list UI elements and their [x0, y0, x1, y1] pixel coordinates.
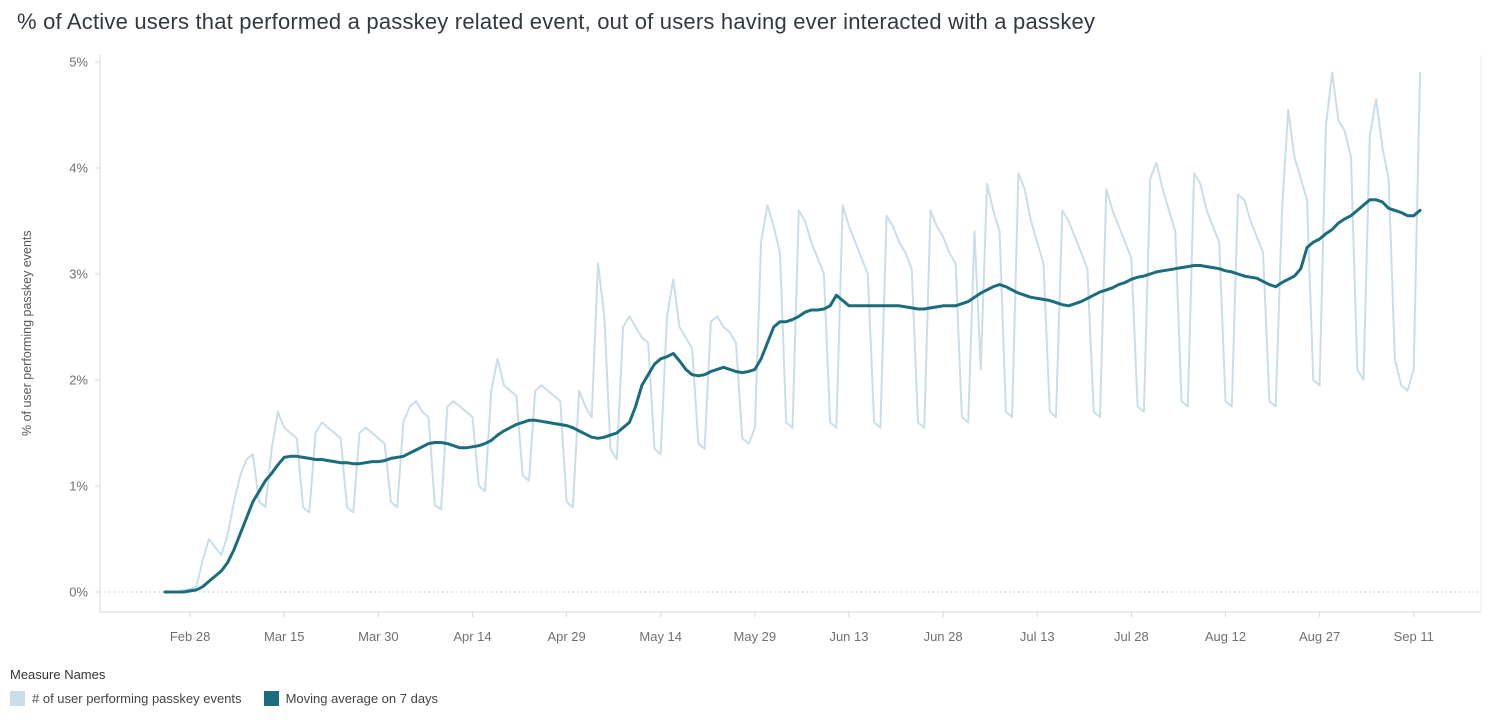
legend-item-moving-average[interactable]: Moving average on 7 days — [263, 691, 439, 706]
moving-average-line[interactable] — [163, 198, 1422, 594]
x-tick-label: Jun 28 — [924, 629, 963, 644]
y-tick-label: 4% — [69, 161, 88, 176]
x-tick-label: May 29 — [734, 629, 777, 644]
legend-item-daily-series[interactable]: # of user performing passkey events — [10, 691, 242, 706]
x-tick-label: Apr 14 — [453, 629, 491, 644]
y-tick-label: 2% — [69, 373, 88, 388]
x-tick-label: Mar 15 — [264, 629, 304, 644]
daily-series-line[interactable] — [164, 71, 1421, 593]
x-tick-label: Aug 12 — [1205, 629, 1246, 644]
y-tick-label: 5% — [69, 55, 88, 70]
x-tick-label: Jul 13 — [1020, 629, 1055, 644]
x-tick-label: Mar 30 — [358, 629, 398, 644]
y-tick-label: 3% — [69, 267, 88, 282]
legend-item-label-moving-average: Moving average on 7 days — [285, 691, 439, 706]
legend-item-label-daily: # of user performing passkey events — [32, 691, 242, 706]
x-tick-label: Jun 13 — [829, 629, 868, 644]
x-tick-label: Apr 29 — [547, 629, 585, 644]
x-tick-label: Feb 28 — [170, 629, 210, 644]
moving-average-swatch — [263, 691, 279, 706]
legend: Measure Names # of user performing passk… — [10, 667, 460, 706]
x-tick-label: Aug 27 — [1299, 629, 1340, 644]
x-tick-label: Sep 11 — [1394, 629, 1434, 644]
x-tick-label: Jul 28 — [1114, 629, 1149, 644]
legend-title: Measure Names — [10, 667, 106, 682]
daily-series-swatch — [10, 691, 25, 706]
x-tick-label: May 14 — [639, 629, 682, 644]
chart-title: % of Active users that performed a passk… — [17, 9, 1096, 34]
legend-items: # of user performing passkey events Movi… — [10, 691, 460, 706]
y-tick-label: 0% — [69, 585, 88, 600]
y-tick-label: 1% — [69, 479, 88, 494]
